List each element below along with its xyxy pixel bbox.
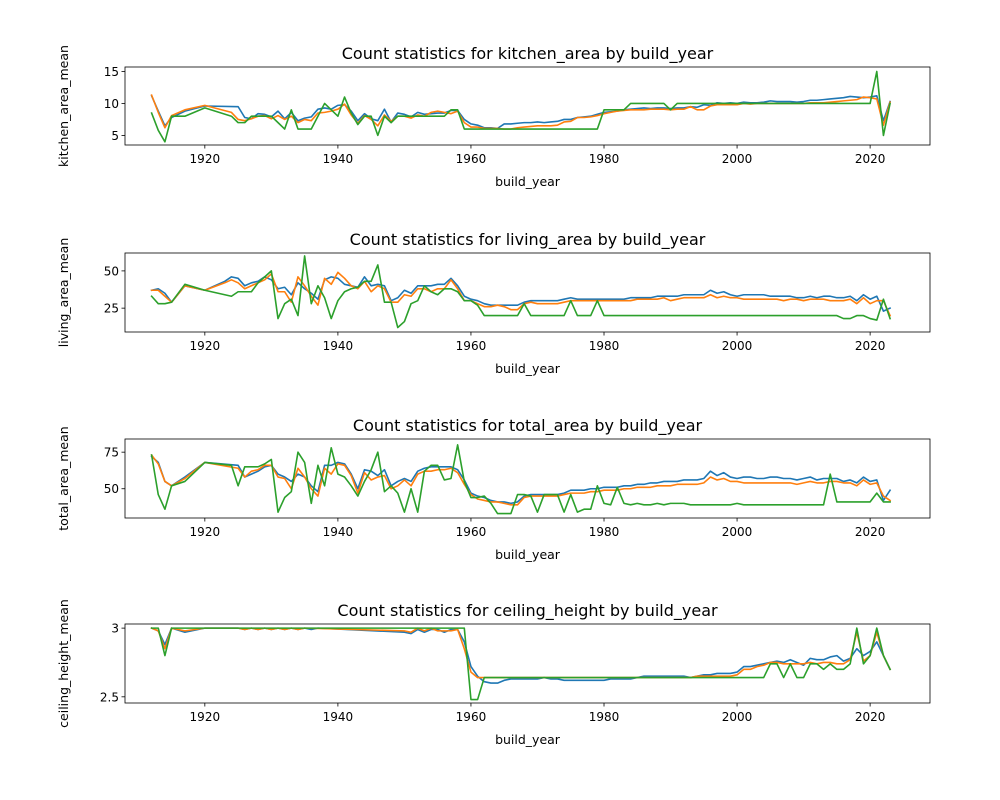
y-axis-label-0: kitchen_area_mean: [56, 45, 71, 167]
y-tick-label-2-0: 50: [104, 482, 119, 496]
x-tick-label-1-5: 2020: [855, 339, 886, 353]
x-tick-label-2-0: 1920: [190, 525, 221, 539]
x-tick-label-3-0: 1920: [190, 710, 221, 724]
series-line-2-2: [150, 444, 891, 515]
series-line-1-0: [150, 276, 892, 312]
x-tick-label-1-1: 1940: [323, 339, 354, 353]
y-axis-label-2: total_area_mean: [56, 426, 71, 530]
y-axis-label-1: living_area_mean: [56, 238, 71, 348]
chart-title-1: Count statistics for living_area by buil…: [350, 230, 706, 250]
x-tick-label-0-0: 1920: [190, 152, 221, 166]
y-tick-label-3-1: 3: [111, 622, 119, 636]
x-tick-label-0-1: 1940: [323, 152, 354, 166]
chart-title-2: Count statistics for total_area by build…: [353, 416, 703, 436]
chart-panel-1: 1920 1940 1960 1980 2000 2020 25 50 Count statis…: [56, 230, 931, 376]
x-tick-label-0-5: 2020: [855, 152, 886, 166]
axes-frame-0: [124, 66, 931, 146]
axes-frame-2: [124, 438, 931, 519]
y-tick-label-2-1: 75: [104, 446, 119, 460]
x-tick-label-2-1: 1940: [323, 525, 354, 539]
x-tick-label-3-3: 1980: [589, 710, 620, 724]
x-tick-label-2-4: 2000: [722, 525, 753, 539]
y-tick-label-0-1: 10: [104, 97, 119, 111]
x-tick-label-3-2: 1960: [456, 710, 487, 724]
axes-frame-3: [124, 623, 931, 704]
x-tick-label-2-2: 1960: [456, 525, 487, 539]
chart-title-3: Count statistics for ceiling_height by b…: [337, 601, 718, 621]
x-tick-label-1-3: 1980: [589, 339, 620, 353]
axes-frame-1: [124, 252, 931, 333]
y-tick-label-1-0: 25: [104, 302, 119, 316]
x-axis-label-2: build_year: [495, 547, 561, 562]
x-tick-label-0-2: 1960: [456, 152, 487, 166]
x-tick-label-1-0: 1920: [190, 339, 221, 353]
chart-panel-0: 1920 1940 1960 1980 2000 2020 5 10 15 Count stati…: [56, 44, 931, 189]
series-line-0-2: [150, 70, 892, 143]
series-line-0-0: [150, 94, 892, 130]
series-line-1-2: [150, 255, 892, 329]
chart-panel-3: 1920 1940 1960 1980 2000 2020 2.5 3 Count statis…: [56, 599, 931, 747]
x-tick-label-3-1: 1940: [323, 710, 354, 724]
x-axis-label-1: build_year: [495, 361, 561, 376]
series-line-3-2: [150, 627, 892, 701]
x-tick-label-3-5: 2020: [855, 710, 886, 724]
x-tick-label-1-4: 2000: [722, 339, 753, 353]
x-tick-label-0-3: 1980: [589, 152, 620, 166]
x-tick-label-3-4: 2000: [722, 710, 753, 724]
series-line-3-1: [150, 627, 892, 679]
x-tick-label-2-5: 2020: [855, 525, 886, 539]
x-tick-label-2-3: 1980: [589, 525, 620, 539]
x-axis-label-3: build_year: [495, 732, 561, 747]
y-tick-label-1-1: 50: [104, 264, 119, 278]
y-tick-label-0-2: 15: [104, 65, 119, 79]
y-tick-label-3-0: 2.5: [100, 690, 119, 704]
chart-title-0: Count statistics for kitchen_area by bui…: [342, 44, 714, 64]
chart-panel-2: 1920 1940 1960 1980 2000 2020 50 75 Count statis…: [56, 416, 931, 562]
x-tick-label-0-4: 2000: [722, 152, 753, 166]
y-axis-label-3: ceiling_height_mean: [56, 599, 71, 728]
x-tick-label-1-2: 1960: [456, 339, 487, 353]
x-axis-label-0: build_year: [495, 174, 561, 189]
y-tick-label-0-0: 5: [111, 129, 119, 143]
